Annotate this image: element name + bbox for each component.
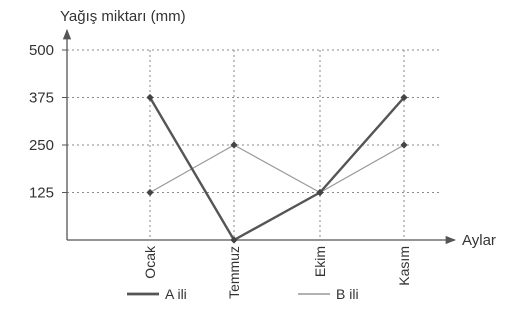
series-1-point-3 xyxy=(400,141,408,149)
series-1-point-2 xyxy=(316,188,324,197)
legend-label-0: A ili xyxy=(165,286,187,302)
series-line-0 xyxy=(148,96,405,242)
x-axis-title: Aylar xyxy=(462,232,496,249)
series-1-point-0 xyxy=(146,188,154,197)
series-1-point-1 xyxy=(230,141,238,149)
series-0-point-0 xyxy=(146,93,154,102)
legend-label-1: B ili xyxy=(336,286,359,302)
y-tick-label-2: 375 xyxy=(29,90,54,107)
x-tick-label-0: Ocak xyxy=(142,245,158,279)
y-tick-label-0: 125 xyxy=(29,185,54,202)
series-0-point-3 xyxy=(400,93,408,102)
x-tick-labels: Ocak Temmuz Ekim Kasım xyxy=(142,245,412,299)
y-axis-title: Yağış miktarı (mm) xyxy=(60,8,186,25)
y-tick-label-3: 500 xyxy=(29,42,54,59)
x-tick-label-2: Ekim xyxy=(312,246,328,277)
x-tick-label-3: Kasım xyxy=(396,246,412,286)
x-tick-label-1: Temmuz xyxy=(226,246,242,299)
y-tick-label-1: 250 xyxy=(29,137,54,154)
series xyxy=(146,93,408,244)
legend: A ili B ili xyxy=(127,286,359,302)
series-0-point-1 xyxy=(230,236,238,244)
series-line-1 xyxy=(149,144,405,194)
grid xyxy=(67,49,440,240)
y-tick-labels: 125 250 375 500 xyxy=(29,42,67,202)
